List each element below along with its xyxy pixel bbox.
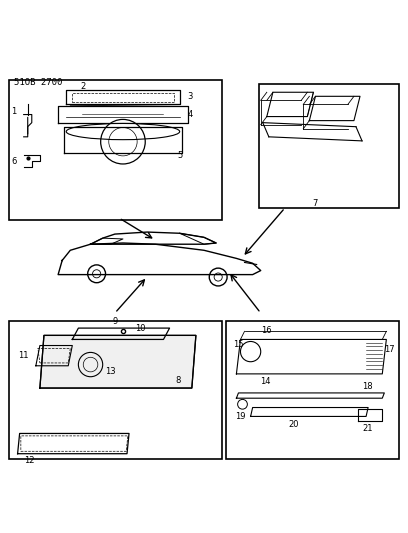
Bar	[9, 321, 222, 459]
Text: 1: 1	[11, 107, 17, 116]
Text: 4: 4	[188, 110, 193, 119]
Bar	[9, 80, 222, 220]
Text: 21: 21	[363, 424, 373, 433]
Bar	[259, 84, 399, 208]
Text: 9: 9	[112, 318, 118, 327]
Text: 16: 16	[261, 326, 271, 335]
Polygon shape	[40, 335, 196, 388]
Text: 8: 8	[175, 376, 181, 385]
Text: 20: 20	[288, 419, 298, 429]
Text: 6: 6	[11, 157, 17, 166]
Text: 17: 17	[384, 345, 395, 354]
Polygon shape	[91, 232, 216, 244]
Text: 12: 12	[24, 456, 34, 465]
Text: 10: 10	[135, 324, 146, 333]
Text: 51OB 2700: 51OB 2700	[13, 78, 62, 87]
Text: 5: 5	[177, 150, 183, 159]
Text: 18: 18	[362, 382, 373, 391]
Bar	[226, 321, 399, 459]
Polygon shape	[58, 243, 261, 274]
Text: 13: 13	[105, 367, 115, 376]
Text: 7: 7	[313, 199, 318, 208]
Text: 2: 2	[80, 82, 86, 91]
Text: 3: 3	[188, 92, 193, 101]
Text: 15: 15	[233, 340, 244, 349]
Text: 11: 11	[18, 351, 29, 360]
Text: 14: 14	[260, 377, 271, 386]
Ellipse shape	[66, 124, 180, 140]
Text: 19: 19	[235, 411, 246, 421]
